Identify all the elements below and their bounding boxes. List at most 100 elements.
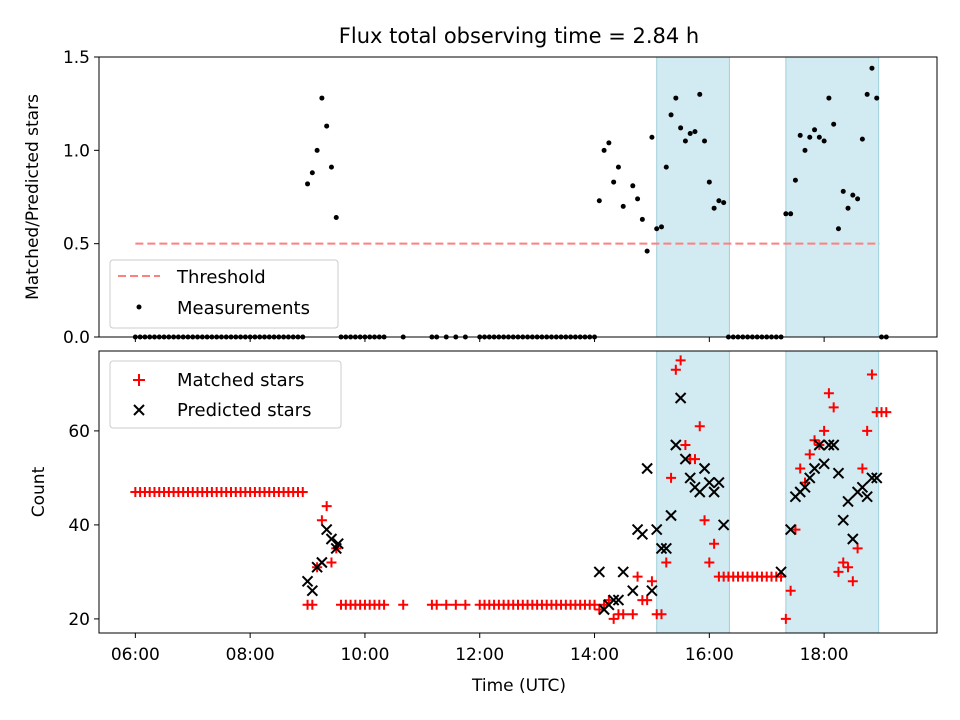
measurement-point [792, 177, 798, 183]
measurement-point [601, 147, 607, 153]
measurement-point [706, 179, 712, 185]
predicted-star-point [679, 453, 692, 465]
matched-star-point [297, 487, 308, 497]
measurement-point [611, 179, 617, 185]
top-y-axis-label: Matched/Predicted stars [23, 94, 43, 300]
matched-star-point [632, 571, 643, 582]
predicted-star-point [641, 462, 653, 475]
measurement-point [692, 129, 698, 135]
measurement-point [328, 164, 334, 170]
predicted-star-point [651, 523, 663, 536]
shaded-region [656, 56, 730, 338]
measurement-point [639, 216, 645, 222]
predicted-star-point [818, 458, 830, 470]
predicted-star-point [832, 467, 845, 479]
measurement-point [802, 147, 808, 153]
measurement-point [788, 211, 794, 217]
matched-star-point [398, 599, 409, 610]
legend-predicted-swatch [133, 404, 145, 416]
predicted-star-point [684, 472, 696, 484]
matched-star-point [819, 425, 830, 436]
measurement-point [678, 125, 684, 131]
measurement-point [874, 95, 880, 101]
matched-star-point [699, 515, 710, 526]
matched-star-point [450, 599, 461, 610]
predicted-star-point [694, 486, 706, 498]
legend-matched-label: Matched stars [177, 370, 304, 391]
measurement-point [702, 138, 708, 144]
measurement-point [807, 134, 813, 140]
y-tick-label: 0.5 [63, 235, 90, 255]
measurement-point [812, 127, 818, 133]
matched-star-point [316, 515, 327, 526]
measurement-point [649, 134, 655, 140]
predicted-star-point [799, 481, 811, 494]
matched-stars-points [130, 355, 892, 624]
predicted-star-point [804, 472, 816, 484]
bottom-x-axis-ticks: 06:00 08:00 10:00 12:00 14:00 16:00 18:00 [111, 633, 849, 665]
x-tick-label: 14:00 [570, 645, 619, 665]
predicted-star-point [646, 584, 658, 597]
predicted-star-point [708, 486, 720, 498]
matched-star-point [804, 449, 815, 460]
measurement-point [654, 226, 660, 232]
x-tick-label: 18:00 [800, 645, 849, 665]
legend-matched-swatch [133, 374, 145, 386]
predicted-star-point [823, 439, 835, 451]
measurement-point [673, 95, 679, 101]
measurement-point [324, 123, 330, 129]
predicted-star-point [842, 495, 854, 508]
predicted-star-point [856, 481, 869, 494]
bottom-legend: Matched stars Predicted stars [109, 360, 342, 429]
top-legend-box [109, 259, 339, 329]
matched-star-point [460, 599, 471, 610]
y-tick-label: 1.5 [63, 48, 90, 68]
matched-star-point [838, 557, 849, 568]
measurement-point [716, 198, 722, 204]
matched-star-point [321, 501, 332, 512]
shaded-region [785, 56, 880, 338]
predicted-star-point [325, 533, 338, 545]
bottom-legend-box [109, 360, 342, 429]
matched-star-point [642, 595, 653, 606]
measurement-point [711, 205, 717, 211]
measurement-point [596, 198, 602, 204]
matched-star-point [680, 440, 691, 450]
predicted-star-point [627, 584, 639, 597]
matched-star-point [828, 402, 839, 413]
matched-star-point [661, 557, 672, 568]
matched-star-point [307, 599, 318, 610]
measurement-point [333, 215, 339, 221]
measurement-point [845, 205, 851, 211]
predicted-stars-points [301, 392, 883, 616]
predicted-star-point [660, 542, 672, 555]
y-tick-label: 40 [68, 516, 90, 536]
top-plot-frame [98, 56, 938, 338]
matched-star-point [704, 557, 715, 568]
measurement-point [697, 91, 703, 97]
predicted-star-point [655, 542, 668, 555]
measurement-point [620, 203, 626, 209]
measurement-point [783, 211, 789, 217]
matched-star-point [881, 407, 892, 418]
matched-star-point [847, 576, 858, 587]
measurement-point [864, 91, 870, 97]
y-tick-label: 1.0 [63, 141, 90, 161]
matched-star-point [441, 599, 452, 610]
measurement-point [630, 183, 636, 189]
measurement-point [816, 134, 822, 140]
matched-star-point [694, 421, 705, 432]
measurement-point [821, 138, 827, 144]
measurement-point [840, 188, 846, 194]
predicted-star-point [784, 523, 797, 536]
measurement-point [850, 192, 856, 198]
matched-star-point [666, 472, 677, 483]
predicted-star-point [316, 556, 328, 569]
legend-predicted-label: Predicted stars [177, 400, 311, 421]
predicted-star-point [607, 594, 620, 606]
matched-star-point [862, 425, 873, 436]
matched-star-point [670, 364, 681, 375]
matched-star-point [379, 599, 390, 610]
matched-star-point [618, 609, 629, 620]
matched-star-point [689, 454, 700, 465]
